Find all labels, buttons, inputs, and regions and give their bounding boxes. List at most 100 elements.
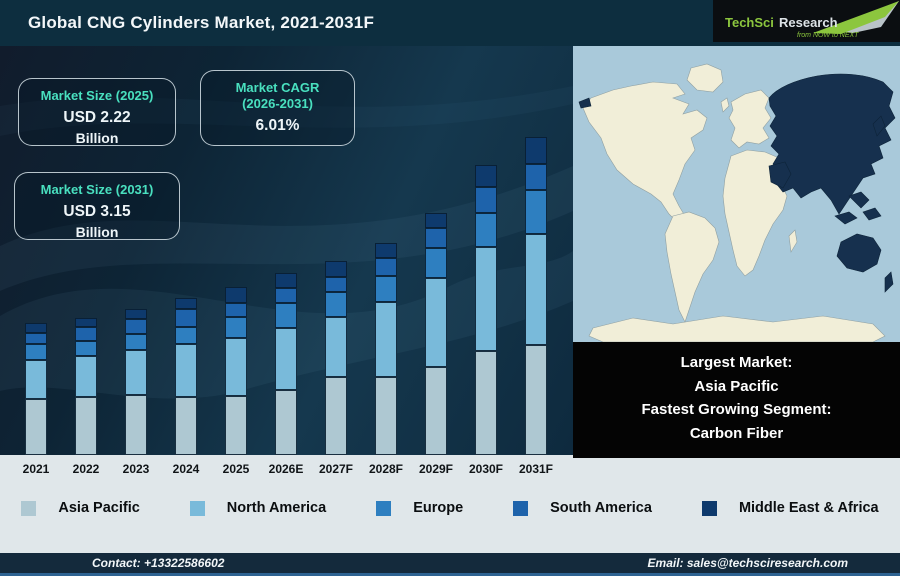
bar-segment-europe — [375, 276, 397, 302]
bar-2028f — [375, 243, 397, 455]
bar-2027f — [325, 261, 347, 455]
legend-label-north-america: North America — [226, 500, 327, 516]
map-madagascar — [788, 229, 798, 253]
kpi-market-size-2031: Market Size (2031) USD 3.15 Billion — [14, 172, 180, 240]
callout-line: Largest Market: — [680, 354, 793, 371]
bar-segment-asia-pacific — [375, 377, 397, 455]
map-new-zealand — [884, 271, 894, 293]
kpi-label: Market Size (2031) — [40, 182, 154, 197]
bar-segment-asia-pacific — [75, 397, 97, 455]
market-callout: Largest Market: Asia Pacific Fastest Gro… — [573, 342, 900, 458]
bar-segment-europe — [275, 303, 297, 328]
legend-item-north-america: North America — [189, 500, 327, 516]
bar-2022 — [75, 318, 97, 455]
bar-segment-asia-pacific — [125, 395, 147, 455]
logo-tagline: from NOW to NEXT — [797, 32, 859, 39]
bar-segment-europe — [75, 341, 97, 356]
map-south-america — [664, 211, 720, 323]
legend-label-europe: Europe — [413, 500, 464, 516]
bar-segment-middle-east-africa — [475, 165, 497, 187]
bar-segment-middle-east-africa — [375, 243, 397, 258]
techsci-logo: TechSci Research from NOW to NEXT — [713, 0, 900, 42]
callout-line: Fastest Growing Segment: — [641, 401, 832, 418]
bar-segment-north-america — [325, 317, 347, 377]
bar-segment-middle-east-africa — [25, 323, 47, 333]
map-uk — [720, 97, 730, 113]
kpi-market-cagr: Market CAGR (2026-2031) 6.01% — [200, 70, 355, 146]
bar-segment-europe — [125, 334, 147, 350]
bar-segment-south-america — [425, 228, 447, 248]
bar-segment-south-america — [475, 187, 497, 213]
bar-segment-europe — [175, 327, 197, 344]
bar-segment-middle-east-africa — [325, 261, 347, 277]
bar-segment-north-america — [275, 328, 297, 390]
kpi-value: USD 2.22 — [63, 109, 131, 126]
footer-contact: Contact: +13322586602 — [92, 556, 225, 570]
footer-email: Email: sales@techsciresearch.com — [647, 556, 848, 570]
legend-swatch-north-america — [189, 500, 205, 516]
bar-segment-north-america — [175, 344, 197, 397]
map-japan — [872, 115, 886, 137]
techsci-logo-graphic: TechSci Research from NOW to NEXT — [725, 1, 899, 39]
chart-panel: Market Size (2025) USD 2.22 Billion Mark… — [0, 46, 573, 455]
bar-chart — [0, 46, 573, 455]
map-europe — [728, 89, 772, 149]
year-label-2028f: 2028F — [368, 462, 404, 476]
legend-label-south-america: South America — [550, 500, 652, 516]
page-title: Global CNG Cylinders Market, 2021-2031F — [28, 13, 375, 32]
year-label-2029f: 2029F — [418, 462, 454, 476]
legend-label-middle-east-africa: Middle East & Africa — [738, 500, 879, 516]
bar-segment-middle-east-africa — [275, 273, 297, 288]
bar-2029f — [425, 213, 447, 455]
legend-swatch-south-america — [513, 500, 529, 516]
legend-item-europe: Europe — [376, 500, 463, 516]
bar-segment-europe — [525, 190, 547, 234]
bar-segment-south-america — [225, 303, 247, 317]
bar-segment-middle-east-africa — [75, 318, 97, 327]
year-label-2027f: 2027F — [318, 462, 354, 476]
map-australia — [836, 233, 882, 273]
year-label-2030f: 2030F — [468, 462, 504, 476]
bar-segment-south-america — [125, 319, 147, 334]
legend: Asia Pacific North America Europe South Ame… — [0, 500, 900, 516]
map-new-guinea — [862, 207, 882, 221]
legend-swatch-europe — [376, 500, 392, 516]
chart-footer-strip: 2021 2022 2023 2024 2025 2026E 2027F 2028F 2029F… — [0, 455, 900, 553]
map-highlight-asia-pacific — [578, 73, 896, 293]
bar-segment-north-america — [525, 234, 547, 345]
bar-segment-south-america — [75, 327, 97, 341]
bar-segment-north-america — [475, 247, 497, 351]
legend-swatch-middle-east-africa — [701, 500, 717, 516]
bar-segment-middle-east-africa — [225, 287, 247, 303]
bar-segment-asia-pacific — [325, 377, 347, 455]
bar-segment-south-america — [375, 258, 397, 276]
bar-segment-europe — [425, 248, 447, 278]
bar-segment-europe — [25, 344, 47, 360]
kpi-unit: Billion — [75, 130, 119, 146]
legend-item-south-america: South America — [513, 500, 652, 516]
footer-bar: Contact: +13322586602 Email: sales@techs… — [0, 553, 900, 573]
footer-accent-line — [0, 573, 900, 576]
kpi-value: USD 3.15 — [63, 203, 131, 220]
bar-segment-south-america — [175, 309, 197, 327]
logo-brand-secondary: Research — [779, 15, 838, 30]
bar-2025 — [225, 287, 247, 455]
bar-segment-middle-east-africa — [525, 137, 547, 164]
bar-segment-asia-pacific — [275, 390, 297, 455]
map-north-america — [582, 81, 708, 223]
kpi-market-size-2025: Market Size (2025) USD 2.22 Billion — [18, 78, 176, 146]
legend-item-asia-pacific: Asia Pacific — [21, 500, 140, 516]
bar-segment-north-america — [25, 360, 47, 399]
bar-segment-asia-pacific — [525, 345, 547, 455]
bar-segment-europe — [475, 213, 497, 247]
year-label-2025: 2025 — [222, 462, 250, 476]
map-antarctica — [588, 315, 886, 343]
kpi-unit: Billion — [75, 224, 119, 240]
bar-segment-middle-east-africa — [125, 309, 147, 319]
bar-2024 — [175, 298, 197, 455]
bar-segment-north-america — [225, 338, 247, 396]
bar-2026e — [275, 273, 297, 455]
bar-segment-south-america — [525, 164, 547, 190]
bar-segment-asia-pacific — [475, 351, 497, 455]
